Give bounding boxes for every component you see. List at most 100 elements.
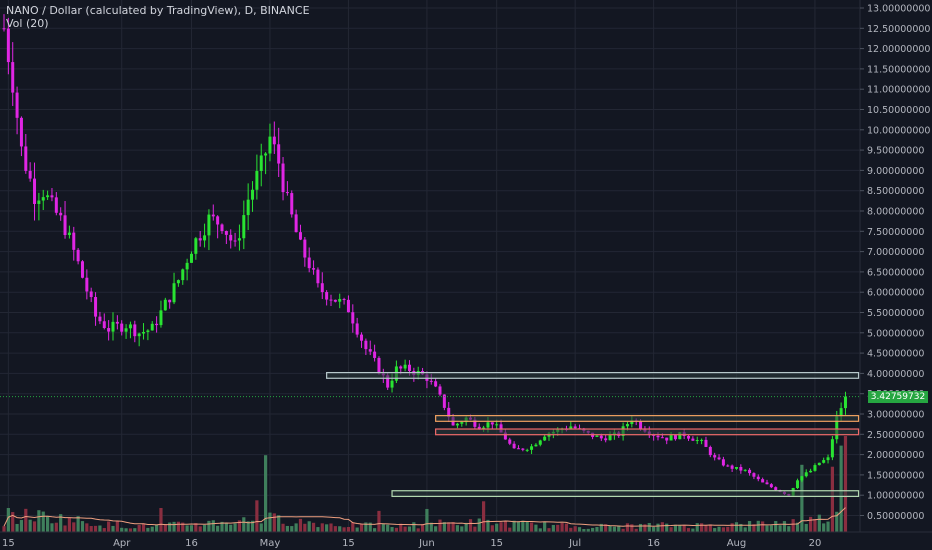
- candle-body: [512, 443, 516, 449]
- price-zone[interactable]: [326, 371, 860, 379]
- volume-bar: [80, 521, 85, 532]
- candle-body: [721, 459, 725, 466]
- price-zone[interactable]: [435, 415, 860, 422]
- candle-body: [67, 232, 71, 236]
- volume-bar: [704, 525, 708, 532]
- volume-bar: [503, 521, 507, 532]
- volume-bar: [233, 523, 237, 532]
- volume-bar: [303, 523, 307, 532]
- volume-bar: [133, 528, 137, 532]
- candle-body: [216, 216, 220, 225]
- volume-indicator-label[interactable]: Vol (20): [6, 17, 49, 30]
- time-tick-label: 16: [647, 538, 660, 549]
- volume-bar: [599, 523, 603, 532]
- candle-body: [599, 435, 603, 439]
- volume-bar: [499, 522, 503, 532]
- chart-legend: NANO / Dollar (calculated by TradingView…: [6, 4, 310, 30]
- volume-bar: [556, 524, 560, 532]
- volume-bar: [89, 526, 93, 532]
- volume-bar: [172, 521, 176, 532]
- price-tick-label: 1.50000000: [867, 470, 924, 481]
- volume-bar: [420, 524, 425, 532]
- time-tick-label: Apr: [113, 538, 131, 549]
- candle-body: [203, 235, 207, 241]
- candle-body: [85, 277, 89, 292]
- volume-bar: [451, 522, 455, 532]
- volume-bar: [551, 524, 555, 532]
- candle-body: [713, 455, 717, 458]
- candle-body: [102, 321, 106, 329]
- candle-body: [730, 465, 734, 469]
- volume-bar: [490, 525, 494, 532]
- candle-body: [822, 460, 826, 463]
- volume-bar: [342, 527, 346, 532]
- price-zone[interactable]: [391, 490, 860, 498]
- volume-bar: [586, 528, 590, 532]
- volume-bar: [63, 525, 67, 532]
- candle-body: [473, 419, 477, 427]
- price-zone[interactable]: [435, 428, 860, 436]
- volume-bar: [67, 518, 71, 532]
- price-axis[interactable]: 13.00000000 12.50000000 12.00000000 11.5000…: [860, 4, 930, 523]
- volume-bar: [787, 526, 791, 532]
- volume-bar: [159, 508, 163, 532]
- candle-body: [290, 193, 294, 215]
- volume-bar: [128, 528, 133, 532]
- candle-body: [33, 178, 37, 204]
- candle-body: [499, 424, 503, 433]
- candle-body: [28, 170, 32, 179]
- volume-bar: [673, 524, 678, 532]
- volume-bar: [285, 525, 289, 532]
- time-tick-label: Jun: [418, 538, 435, 549]
- volume-bar: [373, 528, 377, 532]
- candle-body: [198, 238, 202, 241]
- volume-bar: [752, 524, 756, 532]
- volume-bar: [176, 521, 180, 532]
- volume-bar: [608, 525, 612, 532]
- volume-bar: [107, 521, 111, 532]
- volume-bar: [769, 525, 773, 532]
- volume-bar: [516, 521, 521, 532]
- candle-body: [11, 62, 15, 93]
- volume-bar: [660, 522, 664, 532]
- volume-bar: [577, 527, 582, 532]
- volume-bar: [843, 436, 848, 532]
- volume-bar: [564, 523, 569, 532]
- candle-body: [181, 269, 185, 281]
- candle-body: [508, 439, 512, 444]
- candle-body: [89, 291, 93, 298]
- candle-body: [743, 469, 747, 471]
- candle-body: [246, 199, 250, 216]
- volume-bar: [2, 526, 6, 532]
- candle-body: [185, 262, 189, 270]
- price-tick-label: 9.50000000: [867, 146, 924, 157]
- candle-body: [839, 408, 843, 417]
- candle-body: [656, 435, 660, 438]
- volume-bar: [364, 522, 368, 532]
- volume-bar: [325, 524, 329, 532]
- candle-body: [189, 253, 193, 263]
- candle-body: [608, 435, 612, 441]
- volume-bar: [311, 522, 316, 532]
- candle-body: [233, 240, 237, 242]
- price-tick-label: 6.50000000: [867, 267, 924, 278]
- candle-body: [573, 426, 577, 429]
- symbol-title[interactable]: NANO / Dollar (calculated by TradingView…: [6, 4, 310, 17]
- candle-body: [37, 200, 41, 204]
- volume-bar: [438, 519, 442, 532]
- volume-bar: [155, 524, 159, 532]
- volume-bar: [316, 527, 320, 532]
- volume-bar: [756, 520, 760, 532]
- candle-body: [24, 146, 28, 171]
- volume-bar: [560, 523, 564, 532]
- volume-bar: [591, 527, 595, 532]
- candle-body: [804, 472, 808, 477]
- candle-body: [460, 422, 464, 424]
- volume-bar: [429, 522, 433, 532]
- volume-bar: [534, 524, 538, 532]
- price-tick-label: 0.50000000: [867, 511, 924, 522]
- time-axis[interactable]: 15 Apr 16 May 15 Jun 15 Jul 16 Aug 20: [2, 538, 821, 549]
- candle-body: [521, 448, 525, 450]
- candle-body: [333, 299, 337, 302]
